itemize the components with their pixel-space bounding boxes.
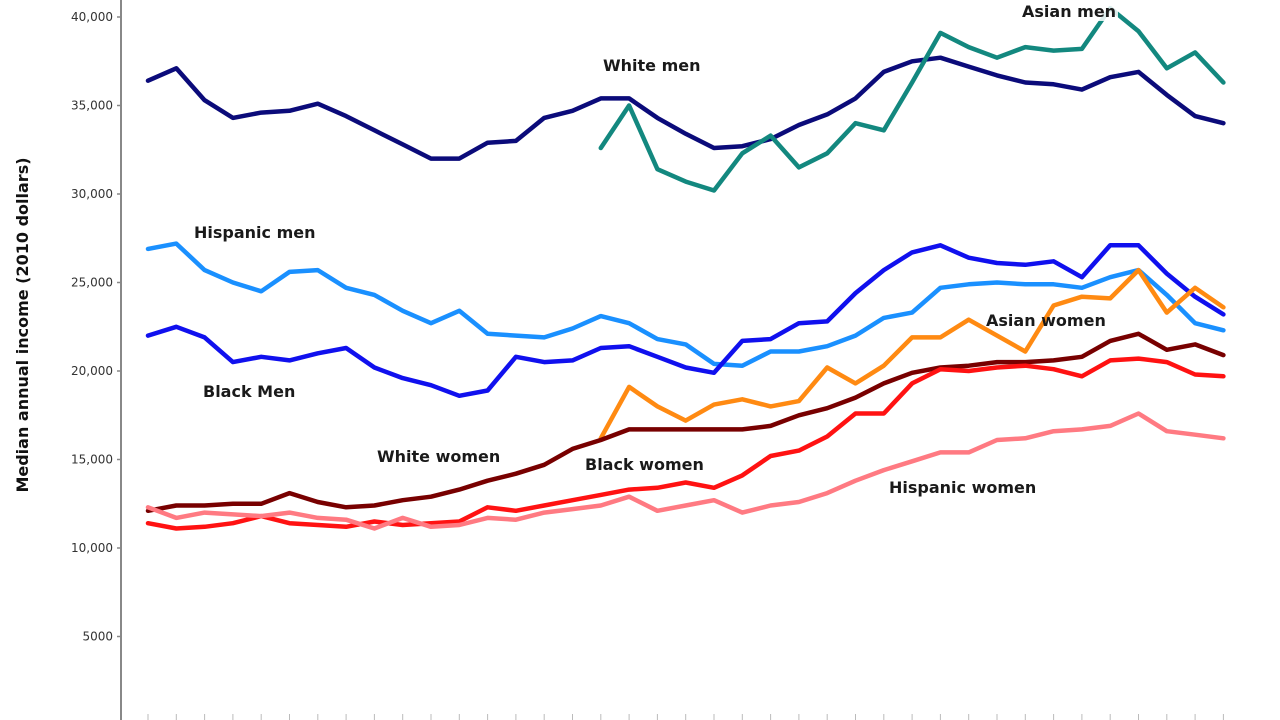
- label-black-men: Black Men: [203, 382, 296, 401]
- series-line-asian-women: [598, 267, 1226, 441]
- series-line-black-women: [145, 356, 1226, 531]
- label-white-men: White men: [603, 56, 701, 75]
- y-tick-label: 25,000: [71, 276, 113, 290]
- series-lines: [145, 5, 1226, 531]
- label-asian-men: Asian men: [1020, 2, 1119, 21]
- series-line-asian-men: [598, 5, 1226, 193]
- y-tick-label: 5000: [82, 630, 113, 644]
- label-black-women: Black women: [585, 455, 704, 474]
- label-white-women: White women: [377, 447, 501, 466]
- y-tick-label: 40,000: [71, 10, 113, 24]
- y-axis-title: Median annual income (2010 dollars): [13, 157, 32, 492]
- y-tick-label: 30,000: [71, 187, 113, 201]
- label-asian-women: Asian women: [986, 311, 1106, 330]
- label-hispanic-men: Hispanic men: [194, 223, 316, 242]
- y-tick-label: 20,000: [71, 364, 113, 378]
- y-axis: 40,000 35,000 30,000 25,000 20,000 15,000 10,0…: [71, 0, 1224, 720]
- label-hispanic-women: Hispanic women: [889, 478, 1037, 497]
- y-tick-label: 15,000: [71, 453, 113, 467]
- y-tick-label: 35,000: [71, 99, 113, 113]
- y-tick-label: 10,000: [71, 541, 113, 555]
